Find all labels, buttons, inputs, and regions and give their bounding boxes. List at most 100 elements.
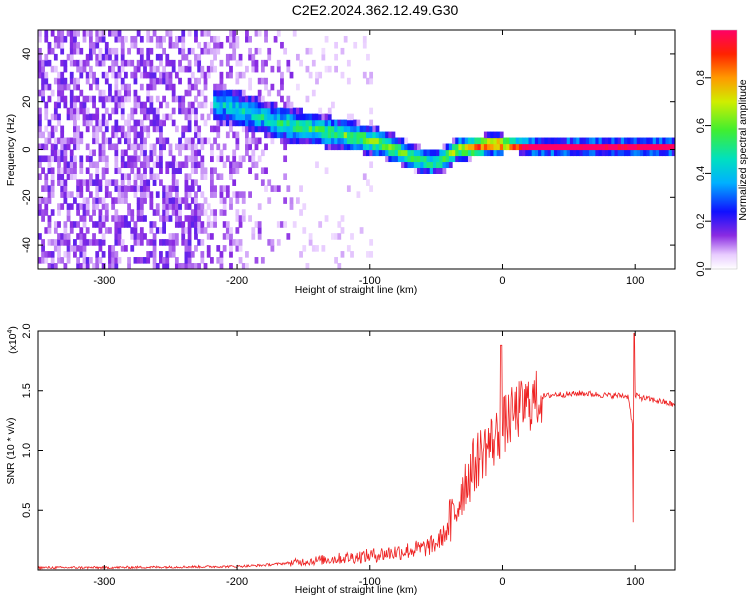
heatmap-cell bbox=[487, 149, 491, 157]
heatmap-cell bbox=[496, 143, 501, 151]
heatmap-cell bbox=[155, 35, 160, 43]
heatmap-cell bbox=[340, 125, 345, 133]
heatmap-cell bbox=[213, 65, 217, 73]
heatmap-cell bbox=[63, 197, 68, 204]
heatmap-cell bbox=[197, 263, 202, 269]
heatmap-cell bbox=[589, 137, 593, 145]
heatmap-cell bbox=[187, 107, 192, 115]
heatmap-cell bbox=[162, 209, 166, 216]
heatmap-cell bbox=[299, 137, 303, 145]
heatmap-cell bbox=[417, 167, 421, 174]
heatmap-cell bbox=[108, 65, 112, 73]
heatmap-cell bbox=[187, 233, 192, 240]
heatmap-cell bbox=[216, 35, 221, 43]
heatmap-cell bbox=[219, 59, 224, 67]
heatmap-cell bbox=[331, 137, 335, 145]
heatmap-cell bbox=[143, 71, 147, 79]
heatmap-cell bbox=[168, 161, 173, 169]
heatmap-cell bbox=[149, 251, 154, 258]
heatmap-cell bbox=[439, 149, 444, 157]
heatmap-cell bbox=[41, 65, 45, 73]
heatmap-cell bbox=[162, 77, 166, 85]
heatmap-cell bbox=[283, 107, 288, 115]
heatmap-cell bbox=[44, 203, 49, 210]
heatmap-cell bbox=[197, 203, 202, 210]
heatmap-cell bbox=[162, 263, 166, 269]
heatmap-cell bbox=[133, 239, 138, 246]
heatmap-cell bbox=[149, 143, 154, 151]
heatmap-cell bbox=[127, 185, 131, 192]
heatmap-cell bbox=[343, 35, 348, 43]
heatmap-cell bbox=[92, 149, 96, 157]
heatmap-cell bbox=[143, 125, 147, 133]
heatmap-cell bbox=[95, 257, 100, 264]
heatmap-cell bbox=[159, 119, 163, 127]
heatmap-cell bbox=[149, 47, 154, 55]
heatmap-cell bbox=[209, 173, 214, 180]
heatmap-cell bbox=[123, 191, 128, 198]
heatmap-cell bbox=[232, 41, 237, 49]
heatmap-cell bbox=[534, 149, 539, 157]
heatmap-cell bbox=[95, 161, 100, 169]
heatmap-cell bbox=[79, 65, 84, 73]
heatmap-cell bbox=[187, 30, 192, 37]
heatmap-cell bbox=[620, 143, 625, 151]
heatmap-cell bbox=[136, 167, 141, 174]
heatmap-cell bbox=[264, 107, 268, 115]
heatmap-cell bbox=[225, 101, 230, 109]
heatmap-cell bbox=[139, 191, 144, 198]
heatmap-cell bbox=[133, 89, 138, 97]
heatmap-cell bbox=[73, 83, 77, 91]
heatmap-cell bbox=[260, 179, 265, 186]
heatmap-cell bbox=[174, 197, 179, 204]
heatmap-cell bbox=[315, 245, 319, 252]
heatmap-cell bbox=[171, 59, 176, 67]
heatmap-cell bbox=[143, 149, 147, 157]
heatmap-cell bbox=[286, 131, 291, 139]
heatmap-cell bbox=[276, 89, 281, 97]
heatmap-cell bbox=[79, 251, 84, 258]
heatmap-cell bbox=[238, 191, 243, 198]
heatmap-cell bbox=[394, 137, 399, 145]
heatmap-cell bbox=[190, 197, 195, 204]
heatmap-cell bbox=[63, 221, 68, 228]
heatmap-cell bbox=[194, 179, 198, 186]
heatmap-cell bbox=[101, 173, 106, 180]
heatmap-cell bbox=[366, 149, 370, 157]
heatmap-cell bbox=[162, 185, 166, 192]
heatmap-cell bbox=[646, 149, 651, 157]
heatmap-cell bbox=[108, 263, 112, 269]
heatmap-cell bbox=[245, 149, 249, 157]
heatmap-cell bbox=[305, 47, 310, 55]
heatmap-cell bbox=[143, 65, 147, 73]
heatmap-cell bbox=[213, 41, 217, 49]
heatmap-cell bbox=[248, 107, 252, 115]
heatmap-cell bbox=[53, 113, 58, 121]
heatmap-cell bbox=[203, 227, 208, 234]
heatmap-cell bbox=[53, 41, 58, 49]
heatmap-cell bbox=[155, 209, 160, 216]
heatmap-cell bbox=[280, 221, 284, 228]
heatmap-cell bbox=[127, 89, 131, 97]
heatmap-cell bbox=[139, 185, 144, 192]
heatmap-cell bbox=[649, 137, 654, 145]
heatmap-cell bbox=[127, 155, 131, 163]
heatmap-cell bbox=[178, 59, 182, 67]
heatmap-cell bbox=[165, 263, 170, 269]
heatmap-cell bbox=[283, 119, 288, 127]
heatmap-cell bbox=[76, 143, 81, 151]
heatmap-cell bbox=[69, 155, 74, 163]
heatmap-cell bbox=[423, 167, 428, 174]
heatmap-cell bbox=[98, 215, 103, 222]
heatmap-cell bbox=[38, 65, 42, 73]
heatmap-cell bbox=[133, 221, 138, 228]
heatmap-cell bbox=[474, 137, 479, 145]
heatmap-cell bbox=[407, 149, 412, 157]
heatmap-cell bbox=[165, 161, 170, 169]
heatmap-cell bbox=[209, 143, 214, 151]
heatmap-cell bbox=[136, 185, 141, 192]
heatmap-cell bbox=[286, 101, 291, 109]
heatmap-cell bbox=[136, 119, 141, 127]
heatmap-cell bbox=[302, 203, 307, 210]
heatmap-cell bbox=[149, 71, 154, 79]
